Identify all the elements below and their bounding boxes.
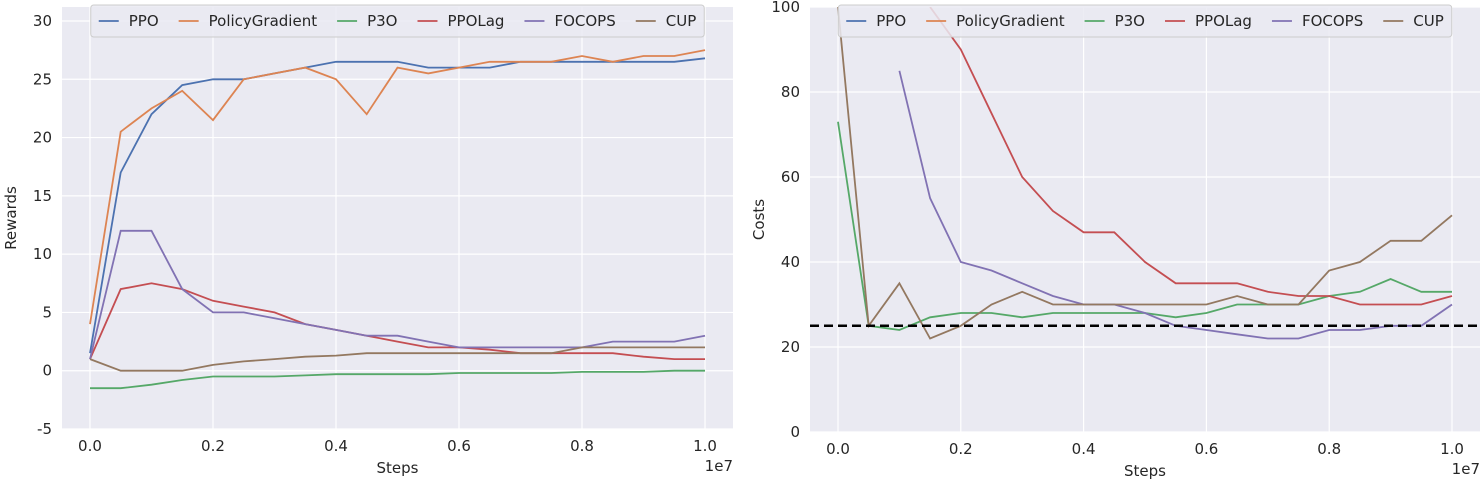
legend-label: CUP (1413, 12, 1444, 30)
x-tick-label: 0.8 (1317, 440, 1341, 458)
y-tick-label: 0 (790, 423, 800, 441)
x-tick-label: 0.4 (324, 437, 348, 455)
legend-label: PPOLag (1195, 12, 1252, 30)
legend-label: P3O (367, 12, 397, 30)
legend-label: FOCOPS (1302, 12, 1363, 30)
series-line (89, 229, 706, 360)
y-tick-label: 0 (42, 362, 52, 380)
y-tick-label: 20 (33, 129, 52, 147)
legend-label: PolicyGradient (209, 12, 318, 30)
y-tick-label: 60 (781, 168, 800, 186)
y-axis-label: Rewards (2, 186, 20, 250)
plot-background (810, 7, 1480, 432)
plot-background (62, 7, 733, 429)
legend-frame (90, 4, 705, 38)
y-tick-label: 25 (33, 70, 52, 88)
y-tick-label: 15 (33, 187, 52, 205)
lines (89, 49, 706, 390)
x-tick-label: 0.0 (78, 437, 102, 455)
legend: PPO PolicyGradient P3O PPOLag FOCOPS CUP (837, 4, 1453, 38)
legend-label: PPOLag (447, 12, 504, 30)
y-tick-label: 10 (33, 245, 52, 263)
legend-frame (837, 4, 1453, 38)
legend-label: PolicyGradient (956, 12, 1065, 30)
lines (810, 7, 1480, 340)
legend-label: PPO (129, 12, 159, 30)
y-tick-label: 100 (771, 0, 800, 16)
series-line (89, 346, 705, 372)
x-tick-label: 0.4 (1072, 440, 1096, 458)
x-tick-label: 0.2 (201, 437, 225, 455)
legend-label: FOCOPS (554, 12, 615, 30)
x-tick-label: 0.6 (1194, 440, 1218, 458)
x-tick-label: 0.6 (447, 437, 471, 455)
y-tick-label: 20 (781, 338, 800, 356)
x-offset-label: 1e7 (705, 457, 733, 475)
panel: 0 20 40 60 80 100 0.0 0.2 0.4 0.6 0.8 1.0 Steps 1e7 Co… (750, 0, 1480, 480)
series-line (89, 57, 706, 354)
legend-label: CUP (666, 12, 697, 30)
series-line (89, 282, 705, 360)
panel: -5 0 5 10 15 20 25 30 0.0 0.2 0.4 0.6 0.8 1.0 Steps 1e7… (2, 4, 733, 477)
series-line (90, 369, 705, 390)
series-line (929, 7, 1453, 306)
x-tick-label: 1.0 (1440, 440, 1464, 458)
legend: PPO PolicyGradient P3O PPOLag FOCOPS CUP (90, 4, 705, 38)
y-axis-label: Costs (750, 199, 768, 240)
y-tick-label: -5 (37, 420, 52, 438)
series-line (89, 49, 706, 325)
x-axis-label: Steps (377, 459, 419, 477)
y-tick-label: 80 (781, 83, 800, 101)
y-tick-label: 30 (33, 12, 52, 30)
y-tick-label: 5 (42, 303, 52, 321)
y-tick-label: 40 (781, 253, 800, 271)
x-offset-label: 1e7 (1452, 460, 1480, 478)
x-tick-label: 0.8 (570, 437, 594, 455)
x-tick-label: 0.0 (826, 440, 850, 458)
x-tick-label: 1.0 (693, 437, 717, 455)
series-line (837, 7, 1453, 340)
legend-label: P3O (1115, 12, 1145, 30)
legend-label: PPO (876, 12, 906, 30)
x-tick-label: 0.2 (949, 440, 973, 458)
x-axis-label: Steps (1124, 462, 1166, 480)
